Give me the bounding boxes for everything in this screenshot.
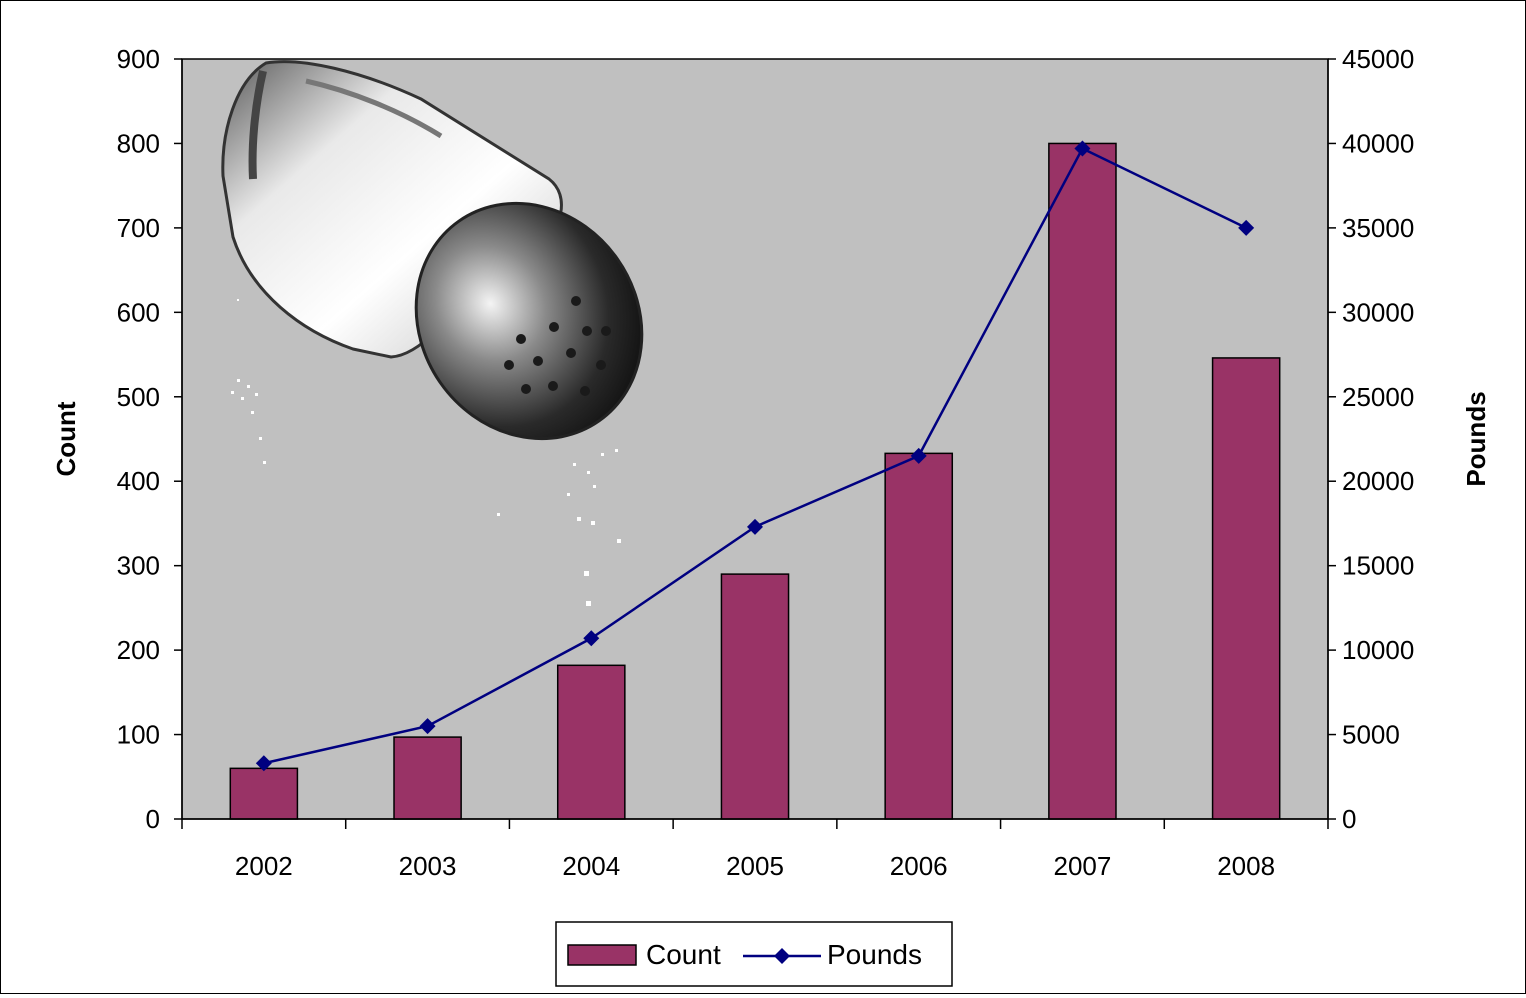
y-tick-label: 300 — [117, 551, 160, 581]
y2-tick-label: 35000 — [1342, 213, 1414, 243]
point-pounds-2005 — [747, 518, 763, 535]
y2-tick-label: 15000 — [1342, 551, 1414, 581]
y-tick-label: 200 — [117, 635, 160, 665]
y-axis-title: Count — [51, 401, 81, 476]
y2-tick-label: 25000 — [1342, 382, 1414, 412]
salt-shaker-image — [221, 60, 644, 754]
x-tick-label: 2008 — [1217, 851, 1275, 881]
y-tick-label: 700 — [117, 213, 160, 243]
x-tick-label: 2003 — [399, 851, 457, 881]
bar-count-2007 — [1048, 142, 1117, 820]
y-tick-label: 0 — [146, 804, 160, 834]
x-tick-label: 2007 — [1054, 851, 1112, 881]
y-tick-label: 800 — [117, 128, 160, 158]
x-tick-label: 2002 — [235, 851, 293, 881]
point-pounds-2004 — [583, 630, 600, 647]
y-tick-label: 500 — [117, 382, 160, 412]
y-tick-label: 900 — [117, 44, 160, 74]
y2-tick-label: 20000 — [1342, 466, 1414, 496]
bar-count-2008 — [1211, 357, 1281, 820]
y2-axis-title: Pounds — [1461, 391, 1491, 486]
y-tick-label: 400 — [117, 466, 160, 496]
point-pounds-2007 — [1074, 140, 1091, 157]
bar-count-2004 — [556, 664, 626, 820]
y2-tick-label: 10000 — [1342, 635, 1414, 665]
point-pounds-2006 — [910, 447, 927, 464]
legend-swatch-count — [567, 944, 637, 966]
y2-tick-label: 0 — [1342, 804, 1356, 834]
bar-count-2003 — [393, 736, 462, 820]
legend-label-count: Count — [646, 939, 721, 970]
legend: Count Pounds — [555, 921, 953, 987]
x-tick-label: 2005 — [726, 851, 784, 881]
point-pounds-2002 — [255, 755, 272, 772]
y2-tick-label: 5000 — [1342, 720, 1400, 750]
y-tick-label: 100 — [117, 720, 160, 750]
point-pounds-2008 — [1238, 219, 1255, 236]
bar-count-2005 — [720, 573, 790, 820]
legend-label-pounds: Pounds — [827, 939, 922, 970]
bar-count-2006 — [884, 452, 954, 820]
bar-count-2002 — [229, 767, 299, 820]
y2-tick-label: 30000 — [1342, 297, 1414, 327]
y-tick-label: 600 — [117, 297, 160, 327]
point-pounds-2003 — [419, 718, 436, 735]
x-tick-label: 2006 — [890, 851, 948, 881]
y2-tick-label: 40000 — [1342, 128, 1414, 158]
legend-marker-pounds — [774, 948, 790, 964]
x-tick-label: 2004 — [562, 851, 620, 881]
y2-tick-label: 45000 — [1342, 44, 1414, 74]
